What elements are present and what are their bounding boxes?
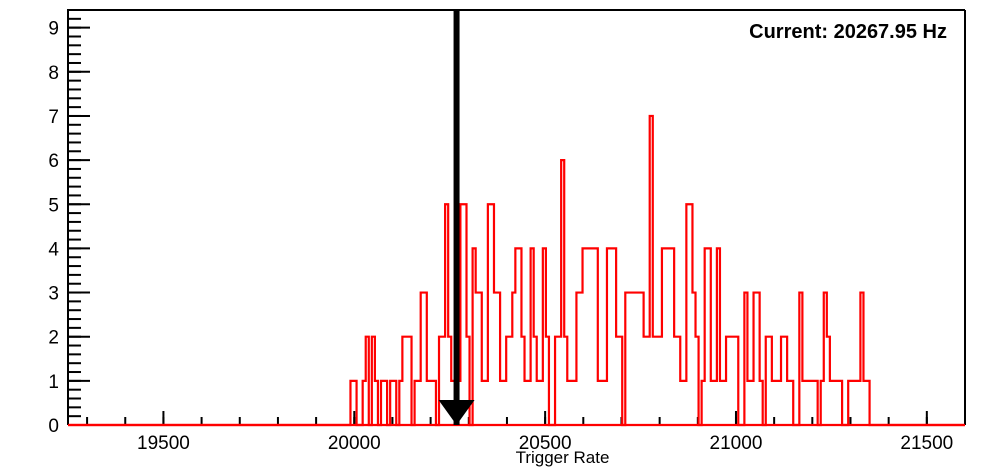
y-tick-label: 1 <box>48 372 59 393</box>
x-tick-label: 19500 <box>137 433 190 454</box>
y-tick-label: 4 <box>48 239 59 260</box>
histogram-trace <box>68 114 965 427</box>
current-value-label: Current: 20267.95 Hz <box>749 21 947 43</box>
x-axis-title: Trigger Rate <box>516 448 610 467</box>
y-tick-label: 0 <box>48 416 59 437</box>
y-tick-label: 2 <box>48 328 59 349</box>
y-axis-major-ticks <box>68 26 90 426</box>
y-tick-label: 7 <box>48 107 59 128</box>
y-axis-tick-labels: 0 1 2 3 4 5 6 7 8 9 <box>48 19 59 437</box>
x-tick-label: 20500 <box>519 433 572 454</box>
current-value-marker <box>438 10 475 425</box>
y-tick-label: 6 <box>48 151 59 172</box>
x-axis-major-ticks <box>162 411 928 425</box>
plot-frame <box>67 9 966 425</box>
y-tick-label: 8 <box>48 63 59 84</box>
x-tick-label: 20000 <box>328 433 381 454</box>
x-tick-label: 21500 <box>900 433 953 454</box>
y-tick-label: 9 <box>48 19 59 40</box>
y-tick-label: 5 <box>48 195 59 216</box>
x-tick-label: 21000 <box>710 433 763 454</box>
x-axis-tick-labels: 19500 20000 20500 21000 21500 <box>137 433 953 454</box>
marker-arrow-head <box>438 400 475 425</box>
y-tick-label: 3 <box>48 284 59 305</box>
